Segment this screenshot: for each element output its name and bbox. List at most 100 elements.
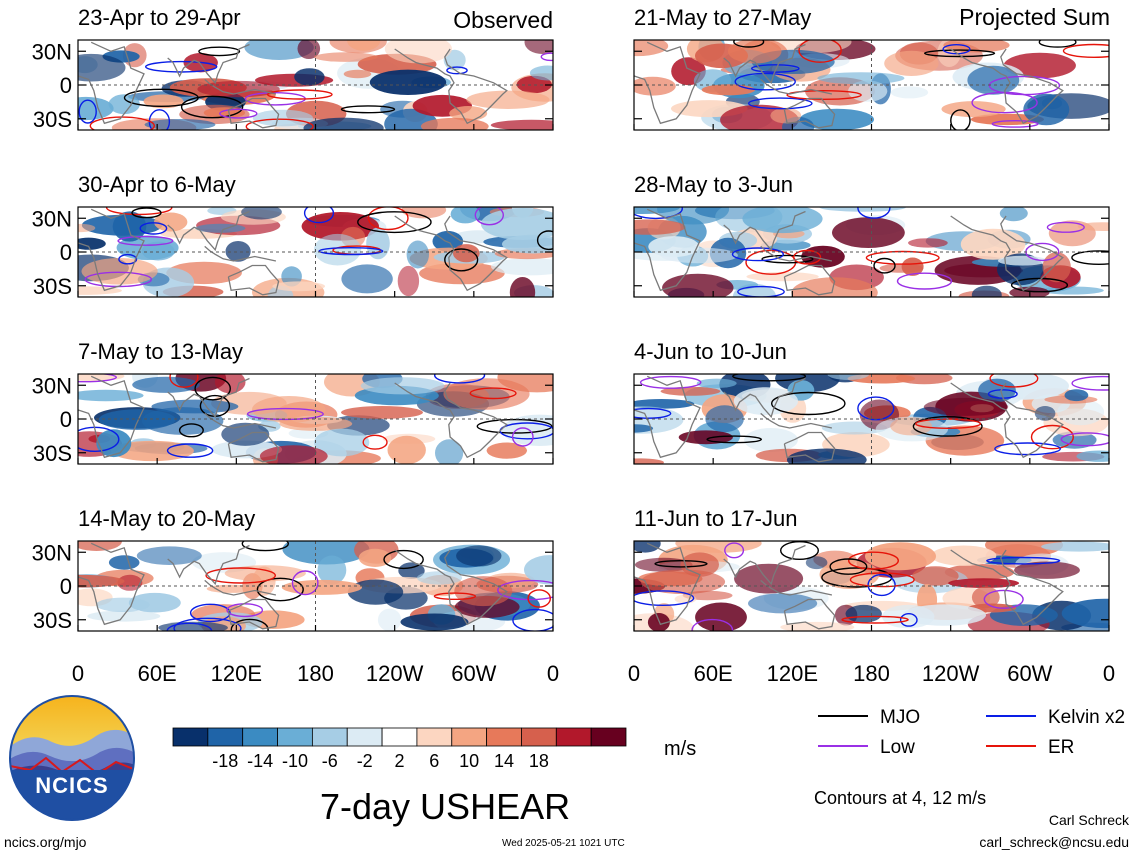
coastline bbox=[950, 215, 1064, 292]
contour-line bbox=[476, 418, 553, 434]
coastline bbox=[167, 544, 250, 586]
shading-blob bbox=[827, 374, 870, 380]
contour-line bbox=[139, 222, 168, 235]
shading-blob bbox=[78, 389, 144, 402]
contour-line bbox=[474, 207, 504, 226]
shading-blob bbox=[524, 40, 553, 54]
contour-line bbox=[131, 207, 162, 219]
contour-line bbox=[1010, 277, 1069, 293]
panel: 30N 0 30S 14-May to 20-May bbox=[32, 506, 554, 633]
shading-blob bbox=[369, 69, 447, 96]
coastline bbox=[394, 48, 508, 125]
contour-line bbox=[748, 97, 813, 110]
shading-blob bbox=[486, 442, 527, 459]
contour-line bbox=[205, 567, 277, 584]
contour-line bbox=[78, 99, 97, 124]
y-tick-label: 0 bbox=[60, 574, 72, 599]
contours-note: Contours at 4, 12 m/s bbox=[814, 788, 987, 808]
y-tick-label: 30N bbox=[32, 206, 72, 231]
contour-line bbox=[798, 40, 842, 63]
shading-blob bbox=[817, 72, 905, 85]
contour-line bbox=[536, 230, 553, 251]
shading-blob bbox=[884, 50, 939, 76]
contour-line bbox=[771, 391, 846, 416]
shading-blob bbox=[786, 448, 867, 464]
shading-blob bbox=[1061, 598, 1109, 629]
contour-line bbox=[78, 374, 117, 383]
contour-line bbox=[123, 88, 199, 108]
shading-blob bbox=[195, 223, 246, 233]
contour-line bbox=[1071, 375, 1109, 391]
shading-blob bbox=[890, 417, 933, 436]
colorbar-label: 10 bbox=[459, 751, 479, 771]
x-tick-label: 0 bbox=[628, 661, 640, 686]
shading-blob bbox=[634, 76, 676, 96]
y-tick-label: 30S bbox=[33, 274, 72, 299]
shading-blob bbox=[432, 230, 464, 252]
panel: 21-May to 27-May bbox=[633, 5, 1110, 131]
shading-blob bbox=[341, 406, 423, 419]
x-tick-label: 120E bbox=[211, 661, 262, 686]
contour-line bbox=[654, 560, 708, 568]
colorbar-swatch bbox=[311, 727, 348, 747]
y-tick-label: 30S bbox=[33, 608, 72, 633]
contour-line bbox=[639, 375, 702, 389]
contour-line bbox=[198, 46, 241, 57]
axis-layer: 0 60E 120E 180 120W 60W 0 0 60E 120E 180 120W 60W 0 bbox=[72, 661, 1115, 686]
shading-blob bbox=[450, 207, 480, 224]
contour-line bbox=[792, 249, 822, 265]
colorbar-swatch bbox=[451, 727, 488, 747]
contour-line bbox=[266, 89, 333, 100]
coastline bbox=[394, 549, 508, 626]
y-tick-label: 0 bbox=[60, 407, 72, 432]
shading-blob bbox=[314, 233, 362, 266]
shading-blob bbox=[1077, 222, 1109, 231]
contour-line bbox=[733, 40, 765, 48]
shading-blob bbox=[281, 579, 362, 595]
panel-date-label: 21-May to 27-May bbox=[634, 5, 811, 30]
panel-date-label: 14-May to 20-May bbox=[78, 506, 255, 531]
contour-line bbox=[991, 120, 1039, 128]
contour-line bbox=[923, 49, 996, 58]
x-tick-label: 120W bbox=[922, 661, 980, 686]
coastline bbox=[950, 48, 1064, 125]
shading-blob bbox=[78, 237, 106, 250]
x-tick-label: 0 bbox=[547, 661, 559, 686]
logo-text: NCICS bbox=[35, 773, 109, 798]
shading-blob bbox=[640, 569, 726, 595]
contour-line bbox=[173, 617, 242, 631]
shading-blob bbox=[224, 565, 306, 582]
chart-title: 7-day USHEAR bbox=[320, 786, 571, 827]
contour-line bbox=[511, 427, 534, 447]
coastline bbox=[167, 377, 250, 419]
contour-line bbox=[383, 549, 424, 570]
shading-blob bbox=[734, 563, 804, 594]
coastline bbox=[783, 97, 836, 129]
shading-blob bbox=[1039, 286, 1104, 295]
x-tick-label: 60W bbox=[451, 661, 496, 686]
shading-blob bbox=[490, 119, 553, 130]
shading-blob bbox=[634, 458, 664, 464]
shading-blob bbox=[912, 566, 959, 586]
coastline bbox=[78, 208, 145, 292]
shading-blob bbox=[660, 386, 721, 396]
colorbar-label: 18 bbox=[529, 751, 549, 771]
contour-line bbox=[362, 434, 388, 450]
shading-blob bbox=[923, 397, 1009, 416]
coastline bbox=[227, 598, 280, 630]
coastline bbox=[394, 215, 508, 292]
contour-line bbox=[867, 573, 896, 597]
shading-blob bbox=[366, 227, 390, 260]
shading-blob bbox=[272, 281, 326, 292]
shading-blob bbox=[480, 208, 553, 240]
shading-blob bbox=[648, 236, 700, 258]
shading-blob bbox=[1041, 541, 1109, 552]
colorbar-label: -18 bbox=[212, 751, 238, 771]
colorbar-label: -2 bbox=[357, 751, 373, 771]
y-tick-label: 0 bbox=[60, 73, 72, 98]
x-tick-label: 120E bbox=[767, 661, 818, 686]
coastline bbox=[723, 210, 806, 252]
contour-line bbox=[169, 374, 199, 388]
shading-blob bbox=[524, 555, 553, 585]
